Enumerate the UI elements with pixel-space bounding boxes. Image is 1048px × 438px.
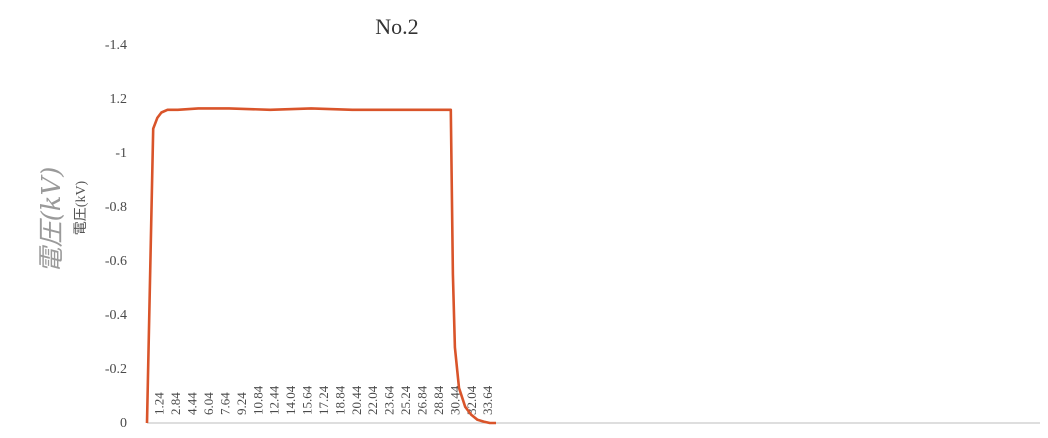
y-tick-label: 1.2 <box>110 92 128 107</box>
x-tick-label: 9.24 <box>234 392 249 415</box>
chart-title: No.2 <box>375 14 418 39</box>
x-tick-label: 20.44 <box>349 385 364 415</box>
x-tick-label: 14.04 <box>283 385 298 415</box>
x-tick-label: 18.84 <box>332 385 347 415</box>
y-tick-label: -0.2 <box>105 362 127 377</box>
x-tick-label: 4.44 <box>185 392 200 415</box>
x-tick-label: 25.24 <box>398 385 413 415</box>
x-tick-label: 22.04 <box>365 385 380 415</box>
y-tick-label: -1 <box>115 146 127 161</box>
x-tick-label: 15.64 <box>300 385 315 415</box>
y-tick-label: -0.8 <box>105 200 127 215</box>
x-tick-label: 10.84 <box>250 385 265 415</box>
x-tick-label: 6.04 <box>201 392 216 415</box>
x-tick-label: 12.44 <box>267 385 282 415</box>
x-tick-label: 1.24 <box>152 392 167 415</box>
y-tick-label: 0 <box>120 416 127 431</box>
x-tick-label: 30.44 <box>447 385 462 415</box>
x-tick-label: 2.84 <box>168 392 183 415</box>
y-tick-label: -0.6 <box>105 254 127 269</box>
y-tick-label: -1.4 <box>105 38 127 53</box>
series-line-0 <box>145 107 496 425</box>
x-tick-label: 28.84 <box>431 385 446 415</box>
y-axis-ticks: 0 -0.2 -0.4 -0.6 -0.8 -1 1.2 -1.4 <box>105 38 127 431</box>
x-tick-label: 7.64 <box>217 392 232 415</box>
y-axis-label: 電圧(kV) <box>73 180 89 235</box>
x-tick-label: 26.84 <box>414 385 429 415</box>
x-tick-label: 23.64 <box>382 385 397 415</box>
y-tick-label: -0.4 <box>105 308 127 323</box>
x-tick-label: 17.24 <box>316 385 331 415</box>
series-layer <box>145 107 496 425</box>
x-tick-label: 33.64 <box>480 385 495 415</box>
x-axis-ticks: 1.24 2.84 4.44 6.04 7.64 9.24 10.84 12.44 14.04 1… <box>152 385 495 415</box>
y-axis-label-handwritten: 電圧(kV) <box>37 167 67 274</box>
x-tick-label: 32.04 <box>464 385 479 415</box>
